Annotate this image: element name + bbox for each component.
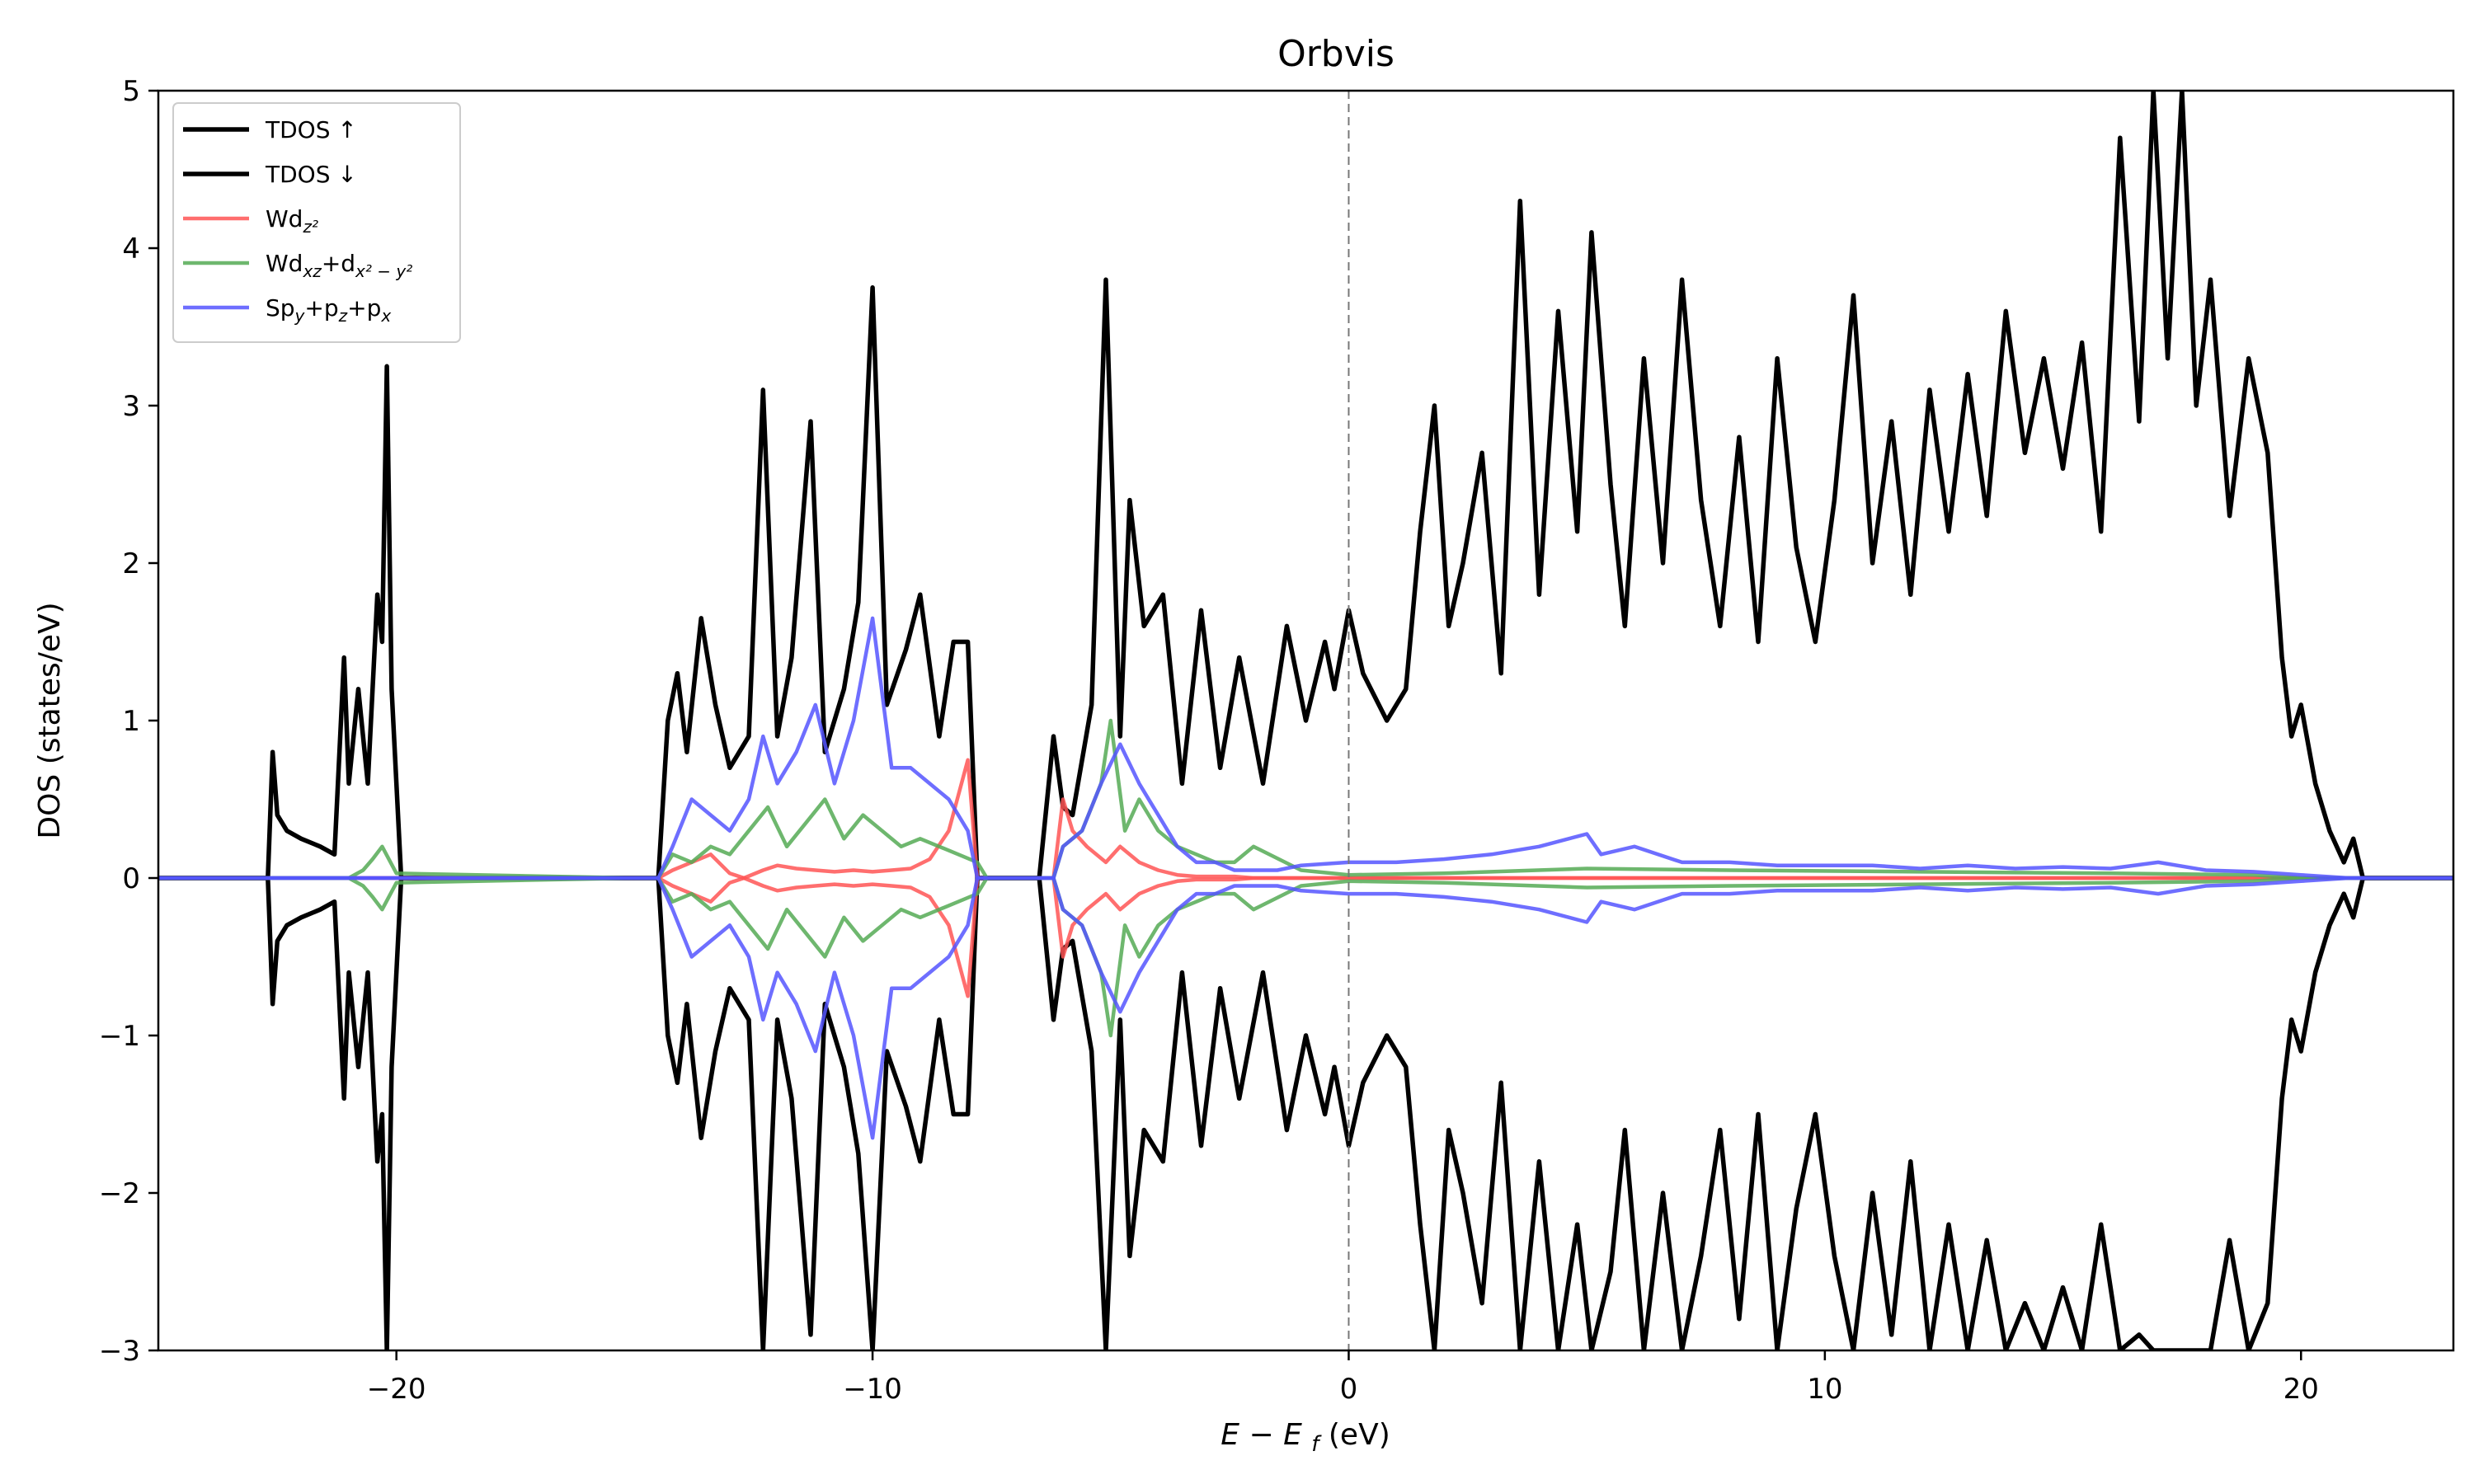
legend-text: Wd [266,205,303,232]
y-tick-label: 1 [122,705,140,738]
y-tick-label: −3 [99,1335,140,1368]
legend-text: TDOS ↑ [265,116,357,143]
x-axis-label: E − E f (eV) [1221,1418,1390,1458]
series-line-2 [158,758,2453,881]
x-tick-label: 0 [1340,1373,1358,1406]
legend-subscript: z [338,306,348,326]
y-tick-label: 4 [122,232,140,265]
y-tick-label: 3 [122,390,140,423]
y-tick-label: 0 [122,862,140,895]
series-line-6 [158,616,2453,881]
legend-label: TDOS ↑ [265,116,357,143]
legend-box [172,102,461,343]
legend-label: Wdxz+dx² − y² [266,250,412,281]
legend-label: Wdz² [266,205,318,237]
legend-text: +d [322,250,355,277]
y-tick-label: 2 [122,547,140,580]
y-axis-ticks: −3 −2 −1 0 1 2 3 4 5 [99,75,158,1368]
legend-text: Wd [266,250,303,277]
y-tick-label: −1 [99,1020,140,1053]
series-line-0 [158,91,2453,881]
x-axis-ticks: −20 −10 0 10 20 [367,1350,2319,1406]
legend-subscript: x² − y² [355,261,412,281]
legend-text: Sp [266,294,295,322]
x-tick-label: 20 [2284,1373,2319,1406]
legend-label: TDOS ↓ [265,161,357,188]
x-axis-label-ef: E [1283,1418,1302,1452]
x-axis-label-unit: (eV) [1329,1418,1390,1452]
series-layer [158,91,2453,1350]
series-line-3 [158,876,2453,998]
series-line-5 [158,876,2453,1038]
x-axis-label-minus: − [1249,1418,1283,1452]
legend-label: Spy+pz+px [266,294,391,326]
chart-title: Orbvis [1277,33,1395,75]
x-tick-label: −20 [367,1373,426,1406]
legend-subscript: z² [302,217,318,237]
y-axis-label: DOS (states/eV) [33,602,67,838]
series-line-4 [158,718,2453,881]
x-tick-label: 10 [1807,1373,1842,1406]
legend-text: +p [304,294,338,322]
series-line-1 [158,876,2453,1350]
legend-subscript: xz [302,261,322,281]
series-line-7 [158,876,2453,1140]
x-axis-label-f: f [1311,1432,1322,1457]
x-tick-label: −10 [843,1373,902,1406]
x-axis-label-e: E [1221,1418,1239,1452]
legend-subscript: x [380,306,391,326]
y-tick-label: 5 [122,75,140,108]
legend-text: TDOS ↓ [265,161,357,188]
legend-subscript: y [294,306,306,326]
y-tick-label: −2 [99,1177,140,1210]
legend-text: +p [347,294,381,322]
